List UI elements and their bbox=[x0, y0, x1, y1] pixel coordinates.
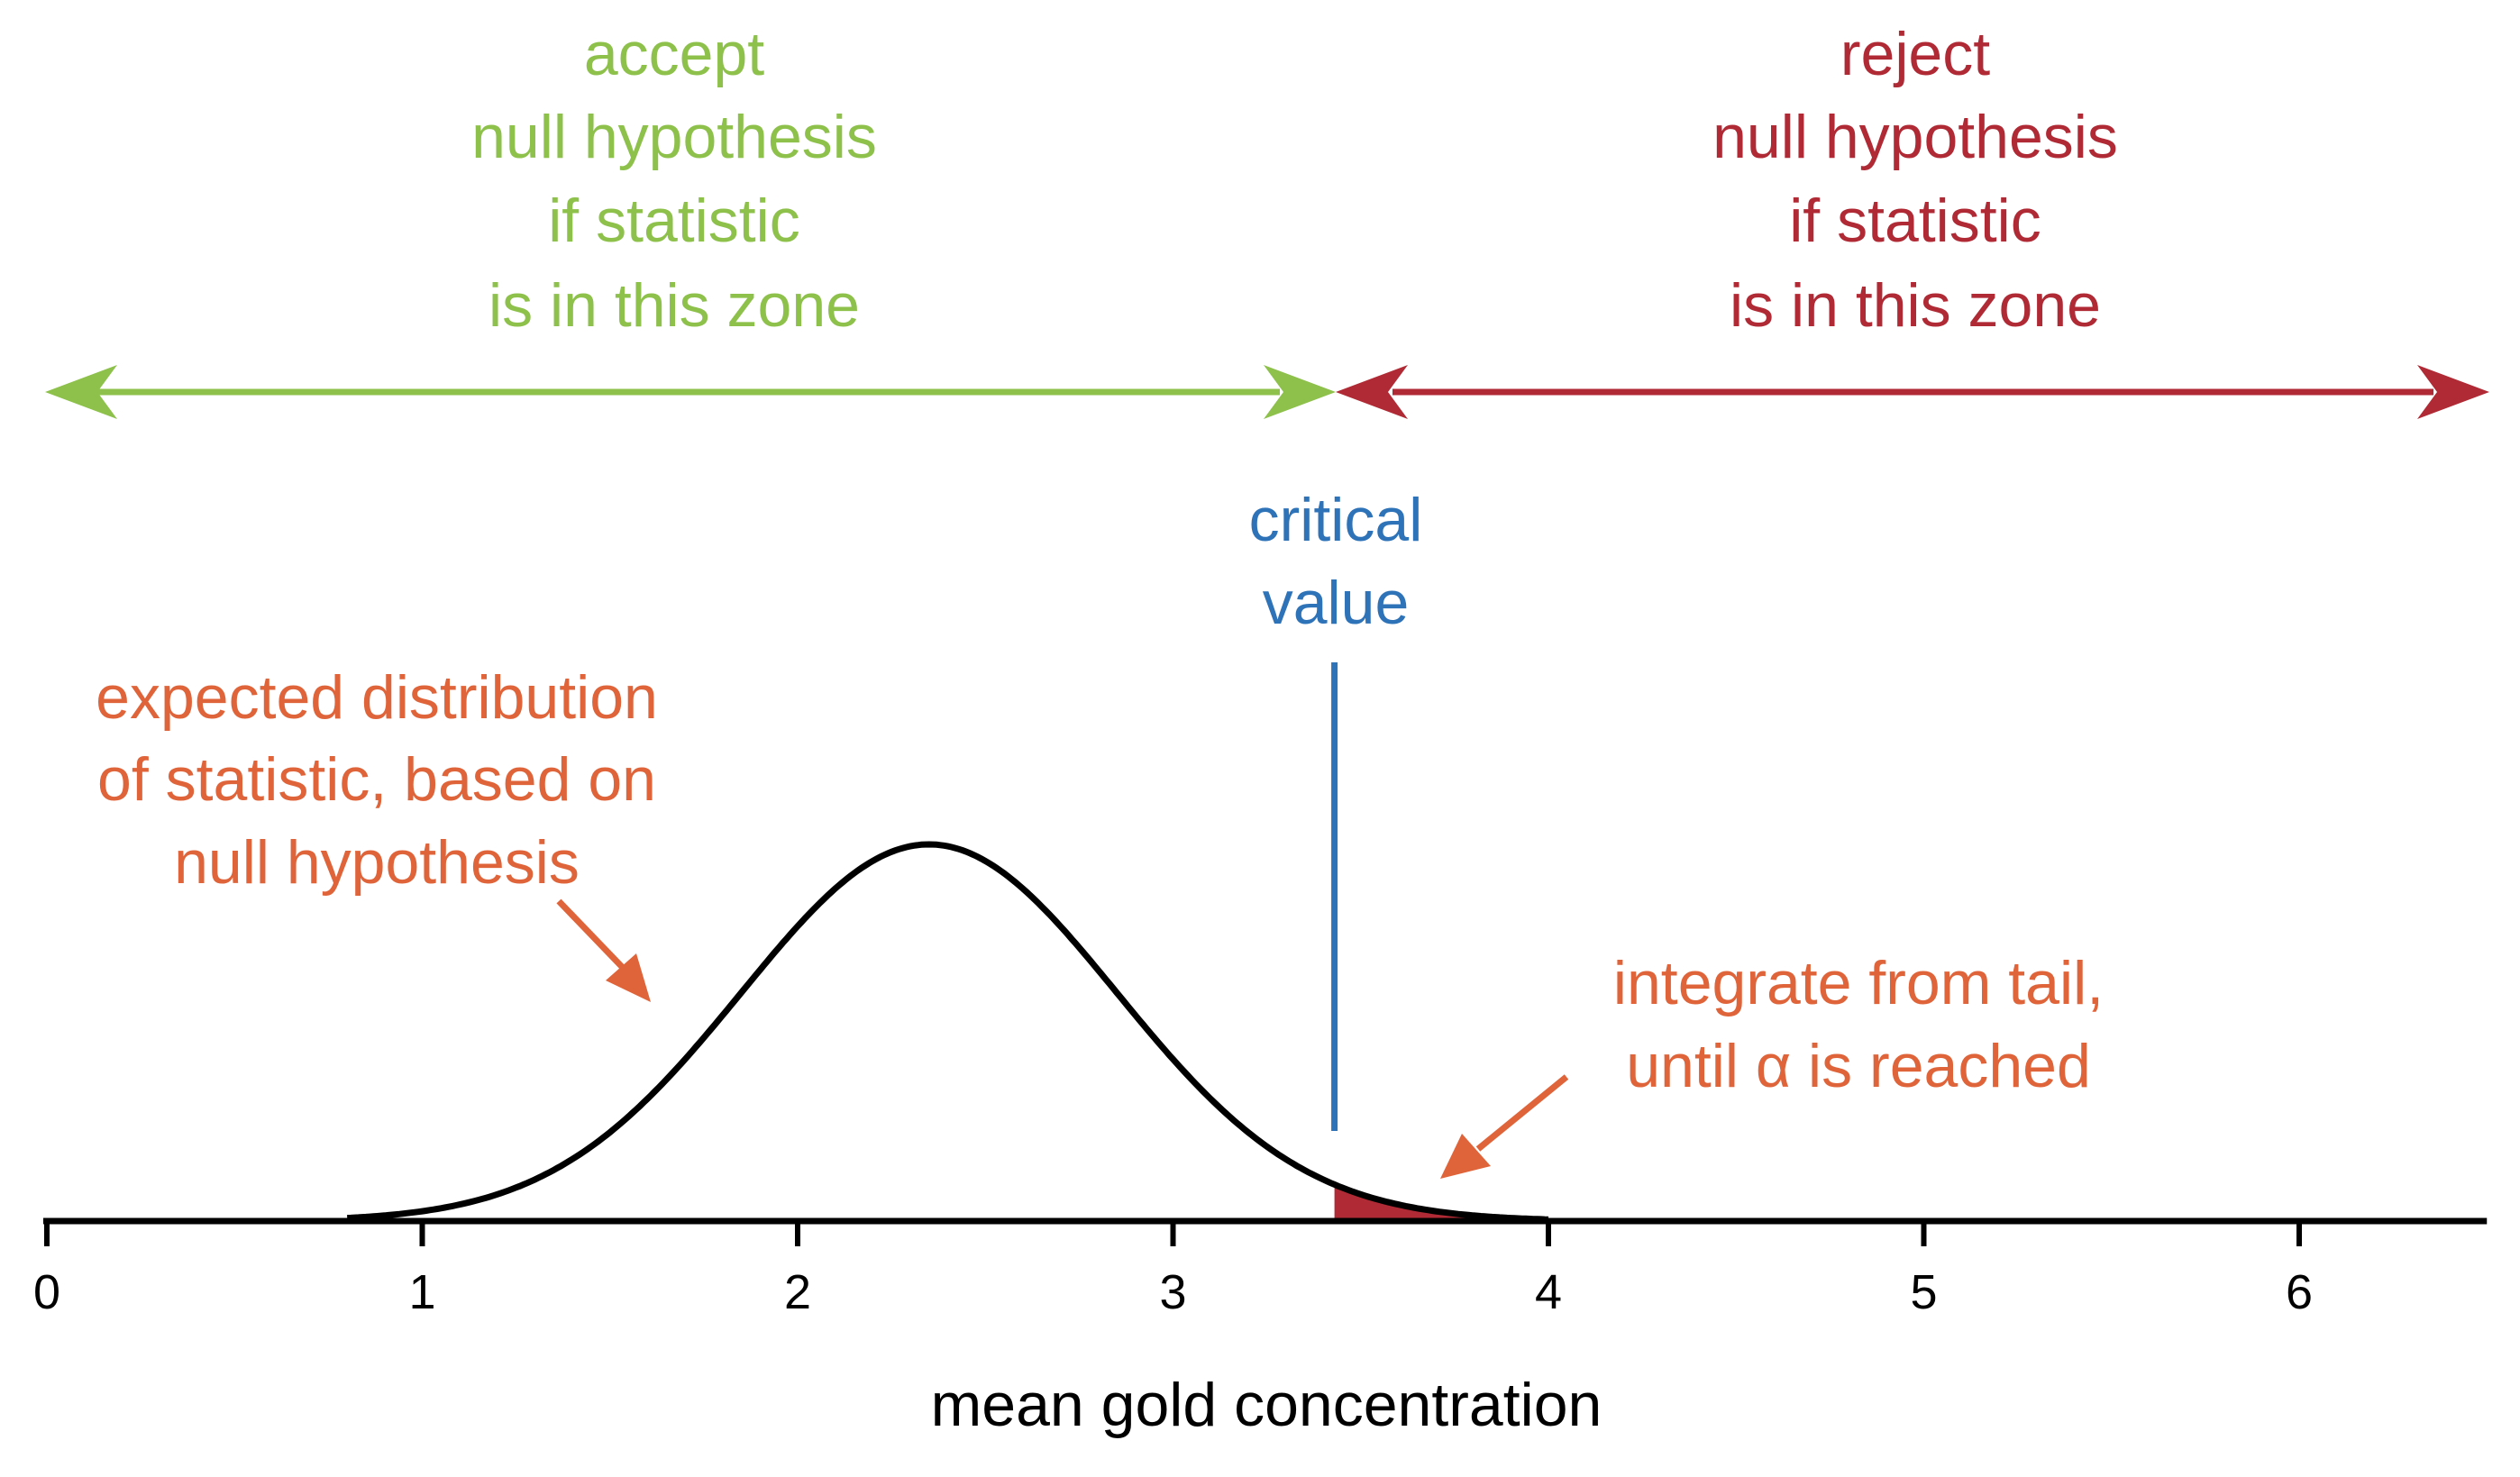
accept-arrow-right-head bbox=[1264, 365, 1336, 419]
x-axis-tick-label: 0 bbox=[33, 1265, 60, 1319]
reject-zone-line-3: if statistic bbox=[1789, 187, 2041, 255]
accept-zone-line-3: if statistic bbox=[548, 187, 800, 255]
tail-label-line-1: integrate from tail, bbox=[1613, 949, 2104, 1017]
critical-value-line-2: value bbox=[1263, 569, 1410, 637]
tail-pointer-head bbox=[1440, 1134, 1491, 1179]
reject-arrow-right-head bbox=[2417, 365, 2489, 419]
tail-pointer-shaft bbox=[1475, 1074, 1569, 1152]
tail-pointer-arrow bbox=[1440, 1074, 1569, 1179]
accept-zone-line-1: accept bbox=[584, 20, 764, 88]
x-axis-tick-label: 5 bbox=[1910, 1265, 1937, 1319]
x-axis-tick-label: 6 bbox=[2286, 1265, 2313, 1319]
accept-zone-label: accept null hypothesis if statistic is i… bbox=[471, 20, 877, 340]
x-axis-tick-label: 4 bbox=[1535, 1265, 1562, 1319]
accept-zone-arrow bbox=[45, 365, 1336, 419]
critical-value-line-1: critical bbox=[1249, 486, 1423, 554]
reject-arrow-left-head bbox=[1336, 365, 1408, 419]
x-axis-tick-label: 1 bbox=[408, 1265, 435, 1319]
reject-zone-line-2: null hypothesis bbox=[1712, 103, 2118, 171]
distribution-pointer-arrow bbox=[556, 898, 651, 1002]
tail-label: integrate from tail, until α is reached bbox=[1613, 949, 2104, 1100]
reject-zone-line-4: is in this zone bbox=[1730, 271, 2101, 340]
reject-zone-label: reject null hypothesis if statistic is i… bbox=[1712, 20, 2118, 340]
accept-zone-line-2: null hypothesis bbox=[471, 103, 877, 171]
accept-zone-line-4: is in this zone bbox=[488, 271, 860, 340]
critical-value-label: critical value bbox=[1249, 486, 1423, 637]
distribution-label-line-2: of statistic, based on bbox=[97, 745, 656, 814]
distribution-label: expected distribution of statistic, base… bbox=[96, 663, 658, 897]
x-axis-title: mean gold concentration bbox=[931, 1371, 1602, 1439]
rejection-tail-area bbox=[1334, 1184, 1548, 1221]
reject-zone-arrow bbox=[1336, 365, 2489, 419]
x-axis-tick-label: 2 bbox=[784, 1265, 811, 1319]
accept-arrow-left-head bbox=[45, 365, 117, 419]
reject-zone-line-1: reject bbox=[1840, 20, 1990, 88]
distribution-label-line-3: null hypothesis bbox=[174, 828, 580, 897]
distribution-pointer-shaft bbox=[556, 898, 629, 974]
null-distribution-curve bbox=[347, 841, 1549, 1223]
distribution-pointer-head bbox=[606, 953, 651, 1002]
x-axis-tick-label: 3 bbox=[1159, 1265, 1186, 1319]
distribution-label-line-1: expected distribution bbox=[96, 663, 658, 732]
x-axis-ticks: 0 1 2 3 4 5 6 bbox=[33, 1221, 2313, 1319]
tail-label-line-2: until α is reached bbox=[1626, 1032, 2091, 1100]
